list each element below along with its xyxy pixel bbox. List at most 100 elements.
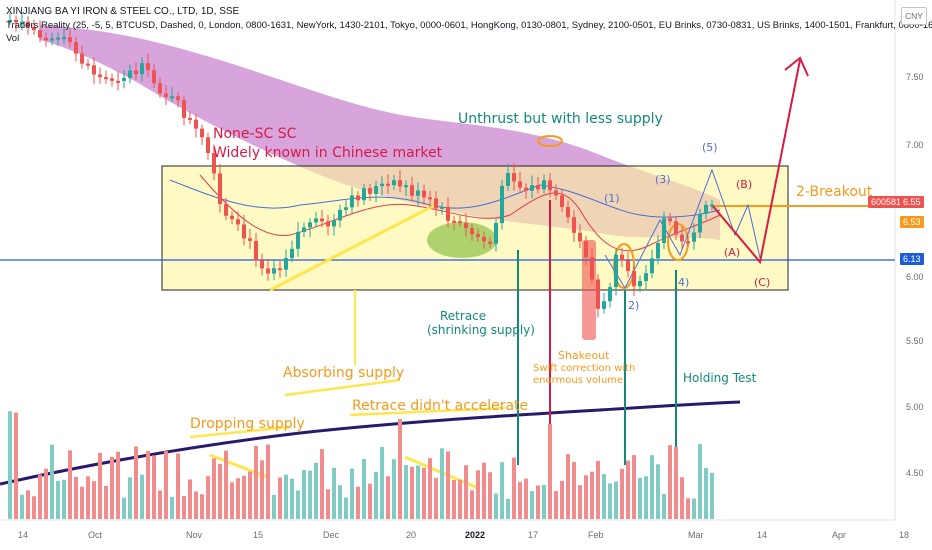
time-tick: 17 <box>528 530 539 540</box>
candle <box>650 258 654 274</box>
volume-series <box>8 411 714 519</box>
candle <box>338 209 342 221</box>
candle <box>692 232 696 242</box>
candle <box>686 241 690 244</box>
candle <box>446 206 450 221</box>
volume-bar <box>266 444 270 519</box>
wave-a-label: (A) <box>724 246 741 259</box>
volume-bar <box>458 479 462 519</box>
volume-bar <box>668 445 672 519</box>
swift-correction-label: Swift correction with <box>533 363 636 374</box>
candle <box>26 21 30 27</box>
time-tick: Nov <box>186 530 203 540</box>
candle <box>20 21 24 24</box>
time-tick: Mar <box>688 530 704 540</box>
volume-bar <box>14 412 18 519</box>
retrace-underline <box>349 406 506 417</box>
volume-bar <box>470 490 474 519</box>
volume-bar <box>356 486 360 519</box>
volume-bar <box>434 477 438 519</box>
volume-bar <box>98 452 102 519</box>
time-tick: 15 <box>253 530 264 540</box>
none-sc-label: None-SC SC <box>213 126 297 142</box>
shakeout-label: Shakeout <box>558 349 610 362</box>
candle <box>8 19 12 22</box>
volume-bar <box>428 458 432 519</box>
candle <box>128 70 132 78</box>
volume-bar <box>404 464 408 519</box>
candle <box>194 119 198 129</box>
wave-b-label: (B) <box>736 178 753 191</box>
candle <box>524 187 528 191</box>
candle <box>608 287 612 302</box>
candle <box>32 26 36 31</box>
symbol-title[interactable]: XINJIANG BA YI IRON & STEEL CO., LTD, 1D… <box>6 6 240 17</box>
volume-bar <box>164 451 168 519</box>
volume-bar <box>704 467 708 519</box>
volume-bar <box>482 462 486 519</box>
candle <box>74 42 78 54</box>
time-tick: 18 <box>899 530 910 540</box>
candle <box>380 183 384 187</box>
candle <box>152 70 156 84</box>
candle <box>680 234 684 242</box>
candle <box>314 218 318 223</box>
candle <box>284 258 288 270</box>
volume-bar <box>638 477 642 519</box>
candle <box>590 257 594 280</box>
indicator-legend[interactable]: Traders Reality (25, -5, 5, BTCUSD, Dash… <box>6 20 932 31</box>
currency-button[interactable]: CNY <box>901 7 927 25</box>
candle <box>620 254 624 261</box>
candle <box>596 279 600 309</box>
candle <box>458 221 462 224</box>
candle <box>356 195 360 201</box>
volume-bar <box>254 445 258 519</box>
volume-bar <box>272 494 276 519</box>
candle <box>38 30 42 38</box>
elliott-wave-projection <box>604 168 761 290</box>
volume-bar <box>518 481 522 519</box>
wave-c-label: (C) <box>754 276 771 289</box>
candle <box>548 180 552 191</box>
candle <box>44 37 48 41</box>
candle <box>656 243 660 259</box>
candle <box>578 232 582 242</box>
candle <box>470 228 474 235</box>
candle <box>638 281 642 287</box>
absorbing-underline <box>284 378 401 397</box>
candle <box>560 195 564 208</box>
volume-bar <box>692 498 696 519</box>
candle <box>410 185 414 196</box>
candle <box>572 217 576 233</box>
volume-bar <box>512 457 516 519</box>
volume-bar <box>614 481 618 519</box>
candle <box>92 65 96 75</box>
time-tick: 2022 <box>465 530 486 540</box>
candle <box>272 268 276 274</box>
dropping-supply-label: Dropping supply <box>190 416 305 432</box>
absorption-ellipse <box>427 222 497 258</box>
volume-legend[interactable]: Vol <box>6 33 20 44</box>
volume-bar <box>242 475 246 519</box>
candle <box>602 301 606 309</box>
candle <box>398 180 402 187</box>
volume-bar <box>302 469 306 519</box>
volume-bar <box>338 485 342 519</box>
volume-bar <box>158 490 162 519</box>
candle <box>188 118 192 121</box>
time-tick: Dec <box>323 530 340 540</box>
volume-bar <box>56 480 60 519</box>
volume-bar <box>92 481 96 519</box>
volume-bar <box>656 464 660 519</box>
candle <box>182 100 186 119</box>
volume-bar <box>362 458 366 519</box>
volume-bar <box>332 467 336 519</box>
candle <box>386 183 390 186</box>
candle <box>500 185 504 224</box>
price-tick: 7.50 <box>906 72 924 82</box>
volume-bar <box>104 485 108 519</box>
wave-3-label: (3) <box>655 173 671 186</box>
candle <box>50 38 54 41</box>
candle <box>140 63 144 75</box>
